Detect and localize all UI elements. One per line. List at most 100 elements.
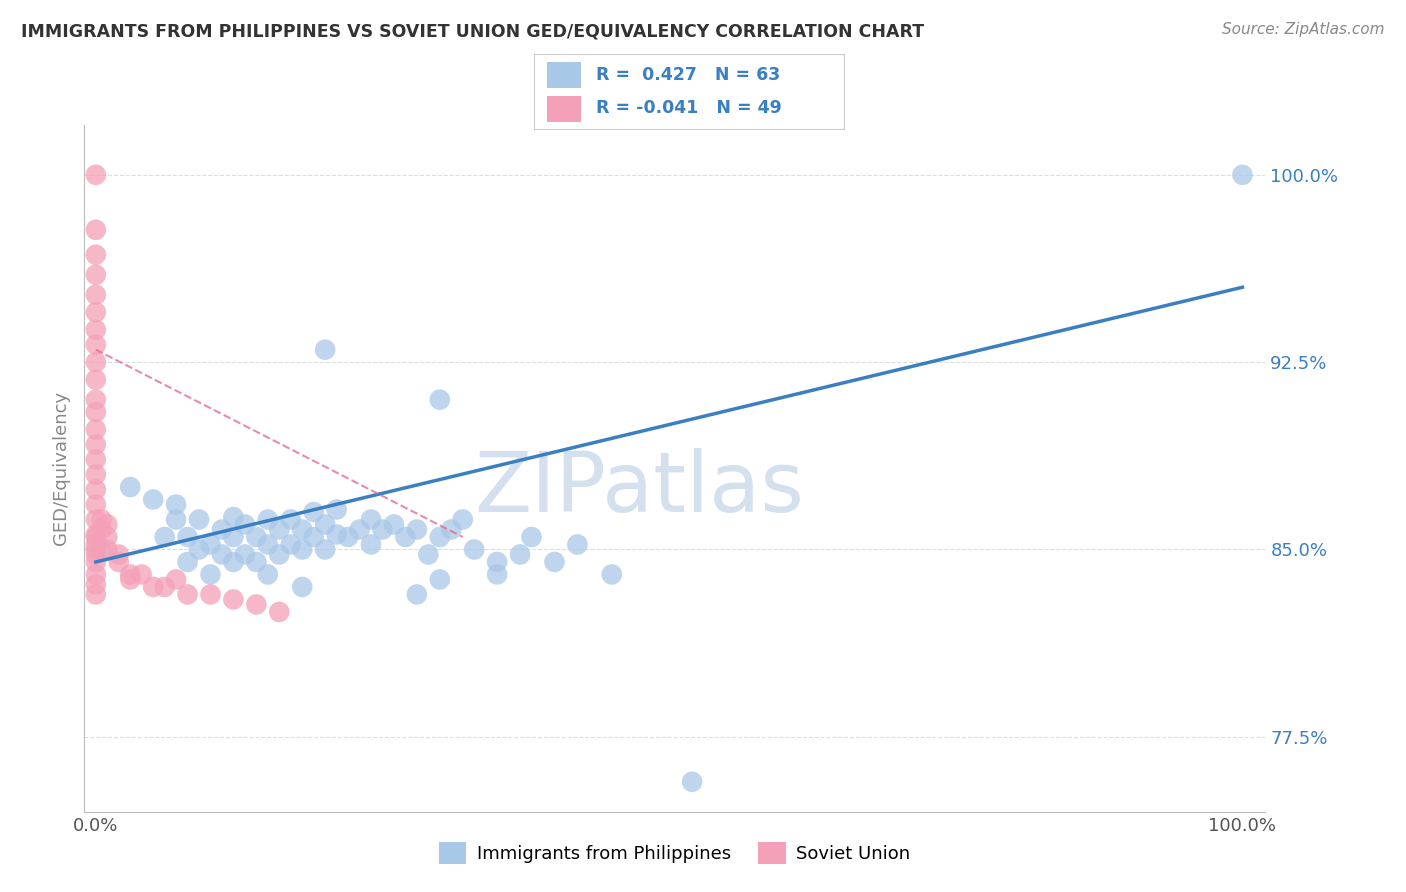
Point (233, 548, 256, 562)
Point (153, 580, 176, 594)
Point (269, 605, 291, 619)
Point (84, 268, 107, 282)
Point (406, 523, 429, 537)
Text: R =  0.427   N = 63: R = 0.427 N = 63 (596, 66, 780, 84)
Point (211, 523, 233, 537)
Point (131, 567, 153, 582)
Text: IMMIGRANTS FROM PHILIPPINES VS SOVIET UNION GED/EQUIVALENCY CORRELATION CHART: IMMIGRANTS FROM PHILIPPINES VS SOVIET UN… (21, 22, 924, 40)
Point (382, 517, 405, 532)
Point (90, 523, 112, 537)
Point (107, 555, 129, 569)
Legend: Immigrants from Philippines, Soviet Union: Immigrants from Philippines, Soviet Unio… (432, 835, 918, 871)
Point (176, 555, 198, 569)
Point (211, 548, 233, 562)
Point (120, 480, 142, 494)
Point (84, 248, 107, 262)
Point (222, 510, 245, 524)
Point (245, 555, 267, 569)
Point (509, 548, 531, 562)
Point (429, 530, 451, 544)
Point (406, 587, 429, 601)
Point (291, 523, 314, 537)
Point (256, 512, 278, 526)
FancyBboxPatch shape (547, 62, 581, 87)
Point (84, 373, 107, 387)
Point (84, 405, 107, 419)
Point (84, 423, 107, 437)
Point (440, 523, 463, 537)
Point (200, 537, 222, 551)
FancyBboxPatch shape (547, 96, 581, 122)
Point (314, 517, 336, 532)
Point (302, 530, 325, 544)
Point (429, 573, 451, 587)
Point (429, 392, 451, 407)
Point (486, 555, 509, 569)
Point (418, 548, 440, 562)
Point (291, 542, 314, 557)
Point (84, 548, 107, 562)
Point (84, 305, 107, 319)
Point (84, 323, 107, 337)
Point (90, 542, 112, 557)
Point (84, 567, 107, 582)
Point (90, 512, 112, 526)
Point (256, 537, 278, 551)
Point (84, 498, 107, 512)
Text: ZIPatlas: ZIPatlas (474, 449, 804, 530)
Point (84, 287, 107, 301)
Point (120, 573, 142, 587)
Y-axis label: GED/Equivalency: GED/Equivalency (52, 392, 70, 545)
Point (84, 530, 107, 544)
Point (394, 530, 416, 544)
Point (84, 577, 107, 591)
Point (188, 512, 211, 526)
Point (96, 530, 118, 544)
Point (291, 580, 314, 594)
Point (200, 567, 222, 582)
Point (360, 537, 382, 551)
Point (84, 168, 107, 182)
Point (176, 587, 198, 601)
Point (176, 530, 198, 544)
Point (486, 567, 509, 582)
Point (280, 512, 302, 526)
Point (256, 567, 278, 582)
Point (96, 542, 118, 557)
Point (314, 542, 336, 557)
Point (222, 592, 245, 607)
Point (84, 587, 107, 601)
Text: Source: ZipAtlas.com: Source: ZipAtlas.com (1222, 22, 1385, 37)
Point (84, 527, 107, 541)
Point (165, 498, 187, 512)
Point (451, 512, 474, 526)
Point (245, 530, 267, 544)
Point (142, 580, 165, 594)
Point (84, 483, 107, 497)
Point (233, 517, 256, 532)
Point (84, 437, 107, 451)
Point (165, 573, 187, 587)
Point (325, 527, 347, 541)
Point (302, 505, 325, 519)
Point (84, 392, 107, 407)
Point (153, 530, 176, 544)
Point (142, 492, 165, 507)
Point (84, 512, 107, 526)
Point (107, 548, 129, 562)
Point (567, 537, 589, 551)
Point (681, 774, 703, 789)
Point (325, 502, 347, 516)
Point (222, 555, 245, 569)
Point (200, 587, 222, 601)
Point (463, 542, 485, 557)
Point (96, 517, 118, 532)
Text: R = -0.041   N = 49: R = -0.041 N = 49 (596, 99, 782, 117)
Point (245, 598, 267, 612)
Point (84, 355, 107, 369)
Point (84, 223, 107, 237)
Point (269, 548, 291, 562)
Point (280, 537, 302, 551)
Point (222, 530, 245, 544)
Point (520, 530, 543, 544)
